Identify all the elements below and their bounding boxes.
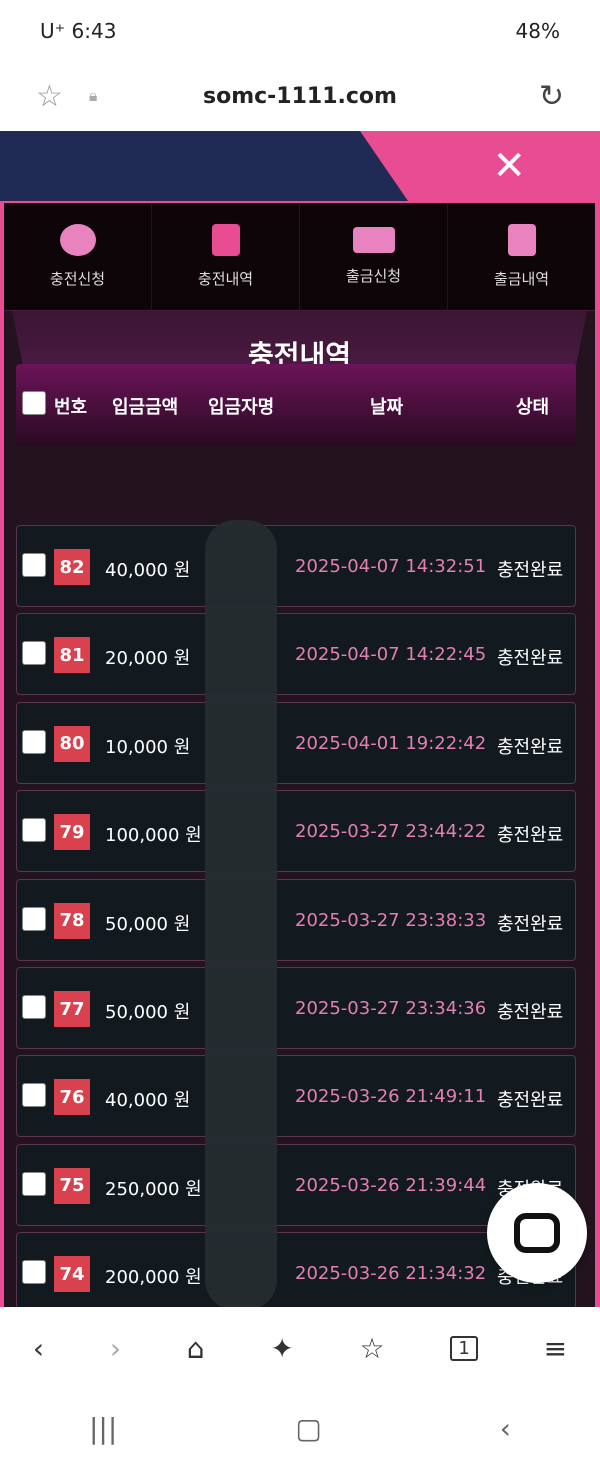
table-row: 78 50,000 원 2025-03-27 23:38:33 충전완료 [16, 878, 576, 961]
tabs-icon[interactable]: 1 [450, 1336, 478, 1361]
url-text[interactable]: somc-1111.com [203, 83, 397, 109]
close-icon[interactable]: ✕ [492, 143, 526, 189]
row-number-badge: 82 [54, 549, 90, 585]
row-date: 2025-04-07 14:22:45 [295, 644, 487, 666]
banner [0, 131, 600, 201]
row-checkbox[interactable] [22, 818, 46, 843]
reload-icon[interactable]: ↻ [538, 78, 564, 114]
menu-label: 충전신청 [49, 270, 106, 288]
row-status: 충전완료 [497, 1002, 564, 1023]
row-status: 충전완료 [497, 736, 564, 758]
file-export-icon [507, 224, 536, 256]
row-date: 2025-03-27 23:34:36 [295, 998, 487, 1019]
menu-charge-request[interactable]: 충전신청 [4, 203, 152, 310]
select-all-checkbox[interactable] [22, 391, 46, 415]
row-checkbox[interactable] [22, 906, 46, 931]
coins-icon [59, 224, 96, 256]
home-icon[interactable]: ⌂ [186, 1332, 205, 1365]
menu-charge-history[interactable]: 충전내역 [152, 203, 300, 310]
row-checkbox[interactable] [22, 1083, 46, 1108]
status-bar: U⁺ 6:43 48% [0, 0, 600, 62]
row-status: 충전완료 [497, 648, 564, 670]
row-number-badge: 76 [54, 1079, 90, 1116]
lock-icon: 🔒︎ [88, 86, 98, 105]
row-number-badge: 78 [54, 902, 90, 939]
row-amount: 50,000 원 [105, 913, 191, 935]
row-date: 2025-03-27 23:44:22 [295, 821, 487, 843]
row-date: 2025-03-26 21:34:32 [295, 1263, 487, 1285]
battery-level: 48% [515, 19, 560, 43]
row-checkbox[interactable] [22, 553, 46, 577]
row-amount: 40,000 원 [105, 560, 191, 581]
back-icon[interactable]: ‹ [32, 1332, 45, 1365]
row-status: 충전완료 [497, 913, 564, 935]
chat-icon [514, 1213, 560, 1253]
row-amount: 200,000 원 [105, 1267, 202, 1289]
money-bill-icon [352, 227, 395, 253]
row-number-badge: 80 [54, 725, 90, 762]
row-amount: 10,000 원 [105, 736, 191, 758]
row-status: 충전완료 [497, 1090, 564, 1112]
menu-label: 출금신청 [345, 267, 402, 285]
redacted-depositor-names [205, 520, 277, 1310]
table-row: 80 10,000 원 2025-04-01 19:22:42 충전완료 [16, 701, 576, 784]
table-row: 75 250,000 원 2025-03-26 21:39:44 충전완료 [16, 1143, 576, 1226]
recents-icon[interactable]: ||| [89, 1412, 118, 1445]
row-date: 2025-04-01 19:22:42 [295, 732, 487, 754]
system-nav: ||| ▢ ‹ [0, 1390, 600, 1467]
menu-withdraw-request[interactable]: 출금신청 [300, 203, 448, 310]
menu-label: 충전내역 [197, 270, 254, 288]
table-row: 77 50,000 원 2025-03-27 23:34:36 충전완료 [16, 967, 576, 1049]
header-status: 상태 [516, 397, 550, 418]
row-status: 충전완료 [497, 825, 564, 847]
table-header: 번호 입금금액 입금자명 날짜 상태 [16, 364, 576, 446]
row-date: 2025-03-26 21:39:44 [295, 1174, 487, 1196]
back-nav-icon[interactable]: ‹ [499, 1412, 511, 1445]
page: ✕ 충전신청 충전내역 출금신청 출금내역 충전내역 번호 입금금액 입금자명 … [0, 131, 600, 1307]
table-row: 82 40,000 원 2025-04-07 14:32:51 충전완료 [16, 525, 576, 607]
header-amount: 입금금액 [112, 397, 179, 418]
row-date: 2025-03-27 23:38:33 [295, 909, 487, 931]
row-status: 충전완료 [497, 560, 564, 581]
header-no: 번호 [54, 397, 88, 418]
forward-icon[interactable]: › [109, 1332, 122, 1365]
row-checkbox[interactable] [22, 641, 46, 666]
chat-button[interactable] [487, 1183, 587, 1283]
table-row: 79 100,000 원 2025-03-27 23:44:22 충전완료 [16, 790, 576, 873]
table-row: 76 40,000 원 2025-03-26 21:49:11 충전완료 [16, 1055, 576, 1138]
row-number-badge: 81 [54, 637, 90, 674]
browser-toolbar: ‹ › ⌂ ✦ ☆ 1 ≡ [0, 1307, 600, 1390]
row-number-badge: 74 [54, 1256, 90, 1293]
row-amount: 250,000 원 [105, 1178, 202, 1200]
row-number-badge: 75 [54, 1167, 90, 1204]
sparkle-icon[interactable]: ✦ [270, 1332, 294, 1365]
star-icon[interactable]: ☆ [36, 78, 63, 114]
row-checkbox[interactable] [22, 729, 46, 754]
carrier-time: U⁺ 6:43 [40, 19, 117, 43]
table-row: 81 20,000 원 2025-04-07 14:22:45 충전완료 [16, 613, 576, 696]
row-amount: 40,000 원 [105, 1090, 191, 1112]
header-depositor: 입금자명 [208, 397, 275, 418]
row-number-badge: 77 [54, 991, 90, 1027]
row-checkbox[interactable] [22, 1260, 46, 1285]
menu: 충전신청 충전내역 출금신청 출금내역 [4, 203, 595, 311]
bookmarks-icon[interactable]: ☆ [359, 1332, 385, 1365]
url-bar: ☆ 🔒︎ somc-1111.com ↻ [0, 62, 600, 130]
row-date: 2025-03-26 21:49:11 [295, 1086, 487, 1108]
header-date: 날짜 [370, 397, 404, 418]
row-number-badge: 79 [54, 814, 90, 851]
row-amount: 100,000 원 [105, 825, 202, 847]
menu-withdraw-history[interactable]: 출금내역 [448, 203, 595, 310]
row-amount: 50,000 원 [105, 1002, 191, 1023]
home-nav-icon[interactable]: ▢ [295, 1412, 322, 1445]
menu-label: 출금내역 [493, 270, 550, 288]
row-amount: 20,000 원 [105, 648, 191, 670]
row-checkbox[interactable] [22, 1171, 46, 1196]
row-date: 2025-04-07 14:32:51 [295, 556, 487, 577]
row-checkbox[interactable] [22, 995, 46, 1019]
menu-icon[interactable]: ≡ [543, 1332, 568, 1365]
file-import-icon [211, 224, 240, 256]
